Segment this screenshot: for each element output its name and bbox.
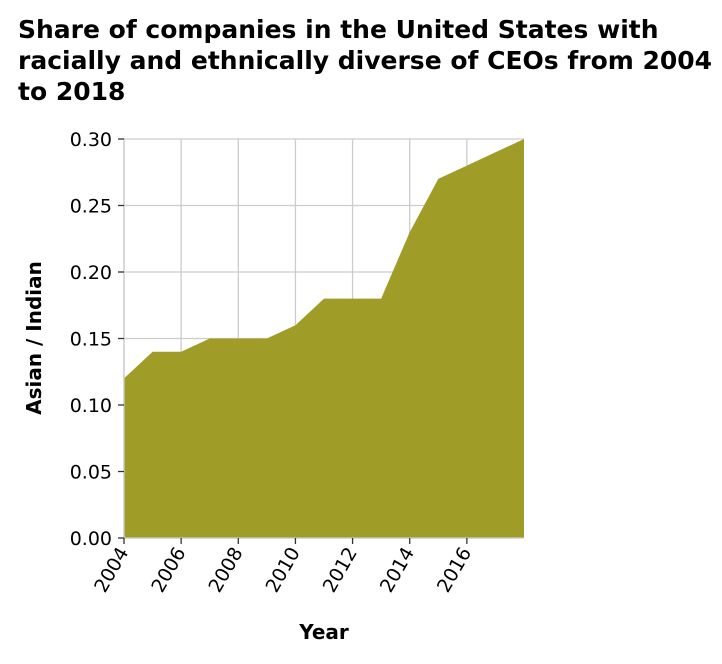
y-axis-label: Asian / Indian [22, 261, 46, 415]
y-tick-label: 0.25 [70, 196, 112, 218]
y-tick-label: 0.10 [70, 395, 112, 417]
y-tick-label: 0.00 [70, 528, 112, 550]
x-axis-label: Year [298, 620, 349, 644]
y-tick-label: 0.05 [70, 462, 112, 484]
area-series [124, 139, 524, 538]
x-axis-ticks: 2004 2006 2008 2010 2012 2014 2016 [90, 538, 476, 596]
y-tick-label: 0.30 [70, 129, 112, 151]
x-tick-label: 2012 [319, 544, 362, 597]
y-tick-label: 0.15 [70, 329, 112, 351]
chart-title: Share of companies in the United States … [18, 15, 713, 106]
x-tick-label: 2010 [262, 544, 305, 597]
y-axis-ticks: 0.00 0.05 0.10 0.15 0.20 0.25 0.30 [70, 129, 124, 550]
y-tick-label: 0.20 [70, 262, 112, 284]
x-tick-label: 2006 [147, 544, 190, 597]
x-tick-label: 2016 [433, 544, 476, 597]
x-tick-label: 2008 [204, 544, 247, 597]
x-tick-label: 2004 [90, 544, 133, 597]
x-tick-label: 2014 [376, 544, 419, 597]
